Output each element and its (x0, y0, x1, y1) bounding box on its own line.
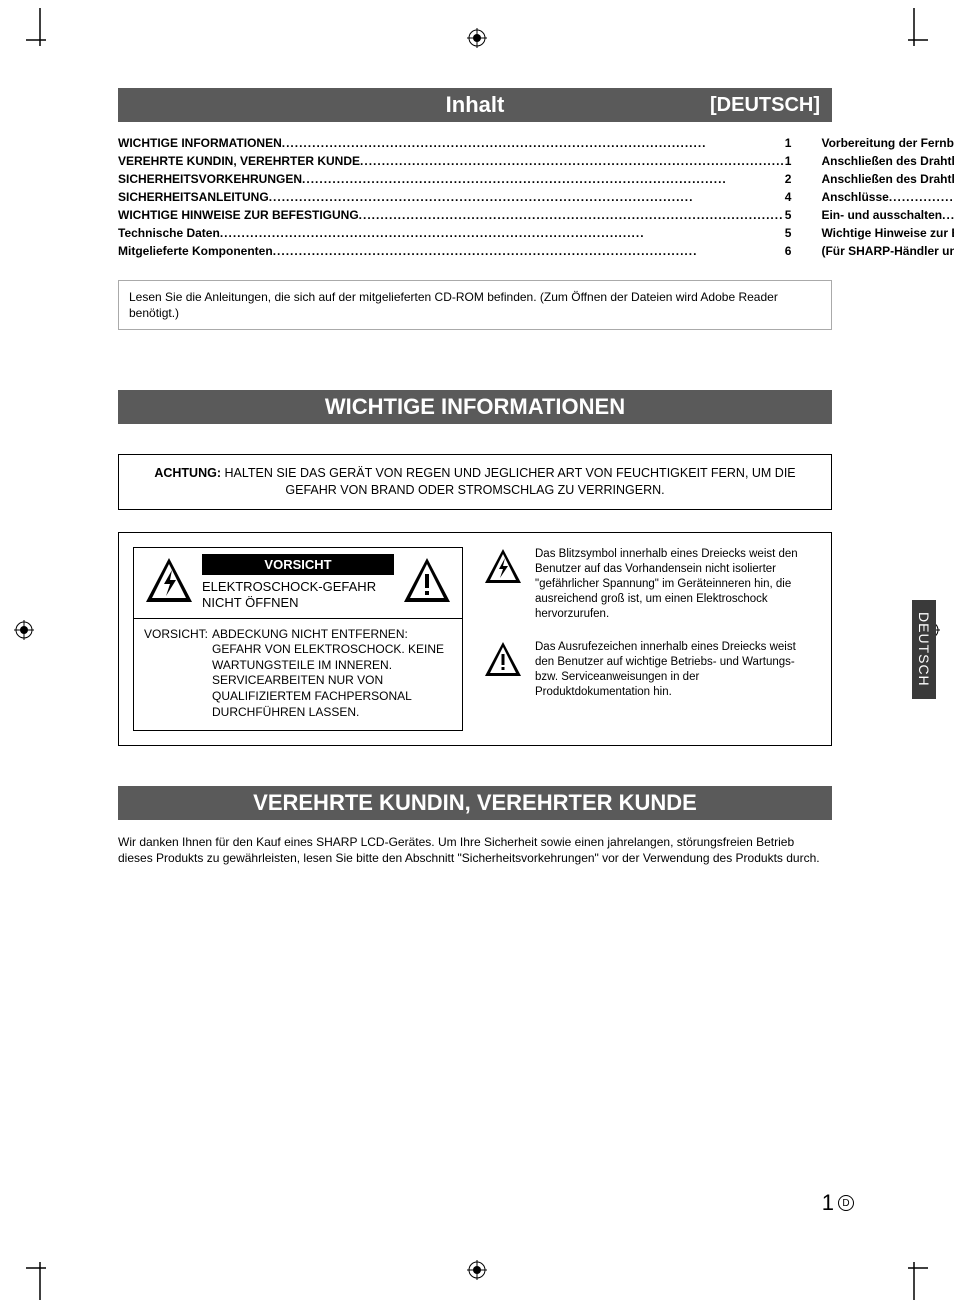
section2-body: Wir danken Ihnen für den Kauf eines SHAR… (118, 834, 832, 866)
page-content: Inhalt [DEUTSCH] WICHTIGE INFORMATIONEN1… (118, 88, 832, 867)
toc-entry: Ein- und ausschalten9 (821, 208, 954, 222)
registration-mark-top (467, 28, 487, 48)
vorsicht-bottom-label: VORSICHT: (144, 627, 208, 721)
header-language: [DEUTSCH] (710, 94, 820, 117)
crop-mark-tr (898, 8, 928, 48)
table-of-contents: WICHTIGE INFORMATIONEN1 VEREHRTE KUNDIN,… (118, 136, 832, 262)
registration-mark-left (14, 620, 34, 640)
page-number-value: 1 (822, 1190, 834, 1216)
toc-entry: Mitgelieferte Komponenten6 (118, 244, 791, 258)
cdrom-note: Lesen Sie die Anleitungen, die sich auf … (118, 280, 832, 330)
exclaim-explain-row: Das Ausrufezeichen innerhalb eines Dreie… (483, 640, 817, 700)
language-side-tab: DEUTSCH (912, 600, 936, 699)
toc-entry: (Für SHARP-Händler und Servicetechniker)… (821, 244, 954, 258)
symbol-explanations: Das Blitzsymbol innerhalb eines Dreiecks… (483, 547, 817, 731)
toc-entry: Vorbereitung der Fernbedienung und von T… (821, 136, 954, 150)
toc-entry: Anschließen des Drahtlos-Tokens7 (821, 172, 954, 186)
vorsicht-text: ELEKTROSCHOCK-GEFAHR NICHT ÖFFNEN (202, 579, 394, 612)
exclaim-explain-text: Das Ausrufezeichen innerhalb eines Dreie… (535, 640, 817, 700)
exclamation-triangle-icon-small (483, 640, 523, 680)
lightning-triangle-icon (142, 554, 196, 608)
toc-right-column: Vorbereitung der Fernbedienung und von T… (821, 136, 954, 262)
registration-mark-bottom (467, 1260, 487, 1280)
lightning-explain-text: Das Blitzsymbol innerhalb eines Dreiecks… (535, 547, 817, 622)
toc-left-column: WICHTIGE INFORMATIONEN1 VEREHRTE KUNDIN,… (118, 136, 791, 262)
caution-outer-box: VORSICHT ELEKTROSCHOCK-GEFAHR NICHT ÖFFN… (118, 532, 832, 746)
achtung-text: HALTEN SIE DAS GERÄT VON REGEN UND JEGLI… (224, 466, 795, 497)
vorsicht-center: VORSICHT ELEKTROSCHOCK-GEFAHR NICHT ÖFFN… (202, 554, 394, 612)
toc-entry: Anschlüsse8 (821, 190, 954, 204)
vorsicht-top-row: VORSICHT ELEKTROSCHOCK-GEFAHR NICHT ÖFFN… (134, 548, 462, 619)
toc-entry: Anschließen des Drahtlos-Adapters7 (821, 154, 954, 168)
page-letter-circle: D (838, 1195, 854, 1211)
vorsicht-label: VORSICHT (202, 554, 394, 575)
crop-mark-bl (26, 1260, 56, 1300)
lightning-triangle-icon-small (483, 547, 523, 587)
vorsicht-panel: VORSICHT ELEKTROSCHOCK-GEFAHR NICHT ÖFFN… (133, 547, 463, 731)
header-bar: Inhalt [DEUTSCH] (118, 88, 832, 122)
crop-mark-tl (26, 8, 56, 48)
toc-entry: SICHERHEITSANLEITUNG4 (118, 190, 791, 204)
achtung-warning-box: ACHTUNG: HALTEN SIE DAS GERÄT VON REGEN … (118, 454, 832, 510)
toc-entry: VEREHRTE KUNDIN, VEREHRTER KUNDE1 (118, 154, 791, 168)
crop-mark-br (898, 1260, 928, 1300)
exclamation-triangle-icon (400, 554, 454, 608)
toc-entry: Technische Daten5 (118, 226, 791, 240)
section-title-verehrte-kundin: VEREHRTE KUNDIN, VEREHRTER KUNDE (118, 786, 832, 820)
achtung-label: ACHTUNG: (154, 466, 221, 480)
vorsicht-bottom-text: ABDECKUNG NICHT ENTFERNEN: GEFAHR VON EL… (212, 627, 452, 721)
toc-entry: WICHTIGE HINWEISE ZUR BEFESTIGUNG5 (118, 208, 791, 222)
page-number: 1 D (822, 1190, 854, 1216)
toc-entry: Wichtige Hinweise zur Befestigung (821, 226, 954, 240)
toc-entry: SICHERHEITSVORKEHRUNGEN2 (118, 172, 791, 186)
lightning-explain-row: Das Blitzsymbol innerhalb eines Dreiecks… (483, 547, 817, 622)
toc-entry: WICHTIGE INFORMATIONEN1 (118, 136, 791, 150)
vorsicht-bottom: VORSICHT: ABDECKUNG NICHT ENTFERNEN: GEF… (134, 619, 462, 731)
section-title-wichtige-informationen: WICHTIGE INFORMATIONEN (118, 390, 832, 424)
